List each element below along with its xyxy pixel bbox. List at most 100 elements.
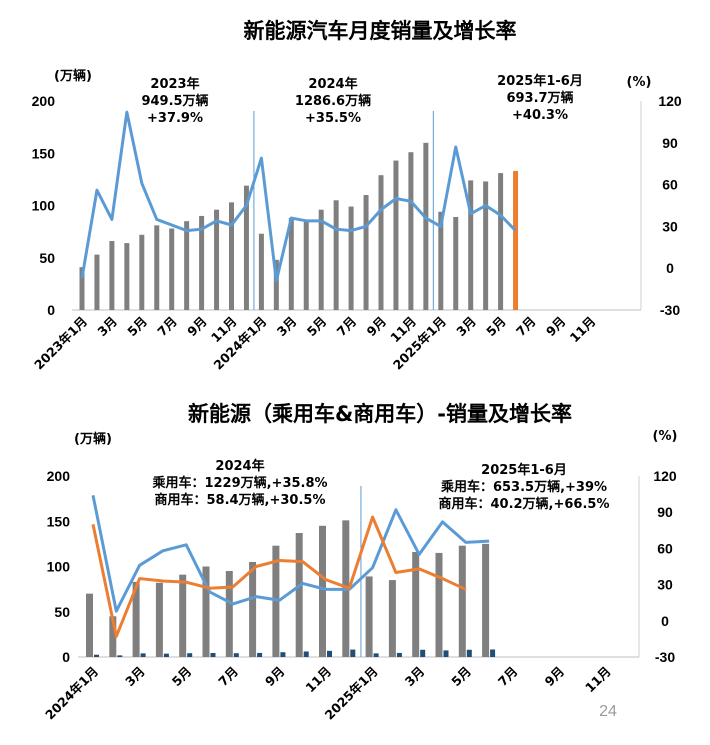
chart1-bar bbox=[423, 142, 429, 310]
chart2-commercial-bar bbox=[187, 653, 193, 657]
chart2-title: 新能源（乘用车&商用车）-销量及增长率 bbox=[188, 402, 572, 426]
chart2-y2-tick: 30 bbox=[657, 577, 673, 593]
chart1-x-label: 5月 bbox=[304, 314, 330, 340]
chart1-x-label: 7月 bbox=[154, 314, 180, 340]
chart2-x-label: 5月 bbox=[448, 664, 474, 690]
chart1-bar bbox=[393, 160, 399, 310]
chart2-bar bbox=[458, 545, 466, 657]
chart1-y-unit: (万辆) bbox=[54, 68, 92, 84]
chart1-bar bbox=[498, 173, 504, 310]
chart2-commercial-bar bbox=[280, 652, 286, 657]
chart2-anno-line: 商用车：40.2万辆,+66.5% bbox=[438, 496, 609, 512]
chart1-bar bbox=[109, 241, 115, 310]
chart1-y-tick: 100 bbox=[32, 198, 56, 214]
chart2-anno-line: 商用车：58.4万辆,+30.5% bbox=[154, 492, 325, 508]
chart1-anno-line: 949.5万辆 bbox=[141, 93, 208, 109]
chart1-y2-tick: 30 bbox=[662, 218, 678, 234]
chart1-bar bbox=[438, 211, 444, 310]
chart2-x-label: 3月 bbox=[122, 664, 148, 690]
chart1-x-label: 7月 bbox=[334, 314, 360, 340]
chart2-y2-tick: 60 bbox=[657, 540, 673, 556]
chart2-y2-tick: 90 bbox=[657, 504, 673, 520]
chart1-y2-tick: 90 bbox=[662, 135, 678, 151]
chart2-bar bbox=[132, 581, 140, 657]
chart1-x-label: 9月 bbox=[364, 314, 390, 340]
chart2-y2-tick: 0 bbox=[661, 613, 669, 629]
chart1-bar bbox=[229, 202, 234, 310]
chart1-x-label: 9月 bbox=[543, 314, 569, 340]
chart2-commercial-bar bbox=[443, 650, 449, 657]
chart2-y-tick: 150 bbox=[47, 513, 71, 529]
chart2-bar bbox=[179, 574, 187, 657]
chart2-bar bbox=[365, 576, 373, 657]
chart1-anno-line: +40.3% bbox=[512, 108, 568, 123]
chart2-growth-line-commercial bbox=[91, 515, 467, 638]
chart1-x-label: 5月 bbox=[124, 314, 150, 340]
chart1-bar bbox=[139, 234, 145, 310]
chart2-bar bbox=[249, 561, 257, 657]
chart1-bar bbox=[124, 243, 130, 310]
chart2-bar bbox=[388, 580, 396, 657]
chart2-x-label: 7月 bbox=[215, 664, 241, 690]
chart2-y-tick: 50 bbox=[54, 604, 70, 620]
chart1-bar bbox=[154, 225, 160, 310]
chart1-x-label: 9月 bbox=[184, 314, 210, 340]
chart1-x-label: 7月 bbox=[513, 314, 539, 340]
chart2-commercial-bar bbox=[117, 655, 123, 657]
chart2-bar bbox=[295, 533, 303, 657]
chart1-anno-year: 2023年 bbox=[150, 76, 199, 92]
chart1-x-label: 3月 bbox=[453, 314, 479, 340]
chart2-anno-line: 乘用车：1229万辆,+35.8% bbox=[151, 475, 327, 491]
chart1-x-label: 3月 bbox=[274, 314, 300, 340]
chart2-commercial-bar bbox=[303, 651, 309, 657]
chart1-bar bbox=[258, 233, 264, 310]
chart2-commercial-bar bbox=[466, 649, 472, 657]
chart1-bar bbox=[453, 216, 459, 310]
chart2-x-label: 11月 bbox=[582, 664, 614, 696]
chart2-y-tick: 200 bbox=[47, 468, 71, 484]
chart2-bar bbox=[319, 525, 326, 657]
chart2-bar bbox=[482, 543, 490, 657]
chart1-title: 新能源汽车月度销量及增长率 bbox=[244, 19, 517, 43]
chart2-y2-tick: 120 bbox=[653, 468, 677, 484]
chart1-x-label: 2023年1月 bbox=[31, 314, 90, 373]
chart2-y2-tick: -30 bbox=[655, 649, 675, 665]
chart2-x-label: 7月 bbox=[495, 664, 521, 690]
chart2-bar bbox=[155, 582, 163, 657]
chart1-bar bbox=[184, 221, 190, 310]
page-number: 24 bbox=[599, 703, 617, 720]
chart2-commercial-bar bbox=[490, 649, 496, 657]
chart1-bar bbox=[483, 181, 489, 310]
chart2-y-unit: (万辆) bbox=[74, 431, 112, 447]
chart1-x-label: 3月 bbox=[94, 314, 120, 340]
chart1-bar bbox=[214, 209, 220, 310]
chart1-bar bbox=[363, 195, 369, 310]
chart1-y2-tick: 120 bbox=[658, 93, 682, 109]
chart1-y2-tick: 60 bbox=[662, 177, 678, 193]
chart1-y-tick: 150 bbox=[32, 145, 56, 161]
chart2-commercial-bar bbox=[94, 654, 99, 657]
chart2-commercial-bar bbox=[327, 650, 332, 657]
chart1-bar bbox=[333, 200, 339, 310]
chart2-anno-year: 2025年1-6月 bbox=[481, 462, 567, 478]
chart2-commercial-bar bbox=[396, 652, 402, 657]
chart2-y-tick: 100 bbox=[47, 559, 71, 575]
chart1-bar bbox=[303, 220, 309, 310]
chart2-commercial-bar bbox=[420, 649, 426, 657]
chart2-commercial-bar bbox=[163, 653, 169, 657]
chart1-bar bbox=[468, 180, 474, 310]
chart2-x-label: 3月 bbox=[402, 664, 428, 690]
chart1-bar bbox=[378, 175, 384, 310]
chart1-anno-line: 693.7万辆 bbox=[506, 90, 573, 106]
chart1-bar bbox=[288, 218, 294, 310]
chart1-y-tick: 50 bbox=[39, 250, 55, 266]
chart1-bar bbox=[273, 259, 279, 310]
chart2-commercial-bar bbox=[350, 649, 356, 657]
chart2-x-label: 11月 bbox=[302, 664, 334, 696]
chart1-growth-line-passenger bbox=[80, 110, 517, 283]
chart2-commercial-bar bbox=[373, 653, 379, 657]
chart2-bar bbox=[202, 566, 210, 657]
chart1-anno-year: 2024年 bbox=[308, 76, 357, 92]
chart2-bar bbox=[272, 545, 280, 657]
chart1-anno-line: +35.5% bbox=[305, 111, 361, 126]
